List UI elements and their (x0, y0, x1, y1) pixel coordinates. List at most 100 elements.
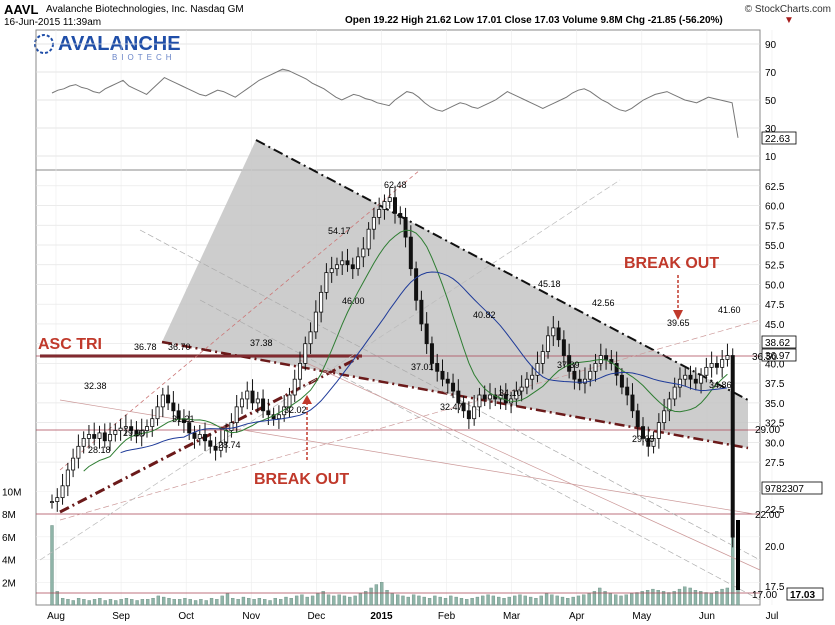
price-candle (308, 331, 313, 345)
break-out-annotation-1: BREAK OUT (254, 471, 349, 488)
price-point-label: 28.18 (88, 445, 111, 455)
price-candle (435, 363, 440, 372)
price-candle (187, 422, 192, 434)
volume-bar (486, 594, 490, 606)
volume-bar (332, 595, 336, 606)
price-candle (524, 378, 529, 388)
month-label: Nov (242, 611, 260, 622)
fan-line (299, 359, 761, 571)
volume-bar (677, 588, 682, 606)
volume-bar (427, 598, 432, 606)
price-candle (60, 485, 65, 499)
price-tick-label: 40.0 (765, 359, 785, 370)
volume-right-tick-label: 20.0 (765, 542, 785, 553)
volume-right-tick-label: 17.5 (765, 582, 785, 593)
volume-bar (257, 598, 262, 606)
price-candle (324, 272, 329, 293)
price-tick-label: 27.5 (765, 458, 785, 469)
price-candle (329, 268, 334, 274)
volume-bar (358, 593, 363, 606)
month-label: Sep (112, 611, 130, 622)
volume-bar (199, 599, 203, 606)
price-candle (218, 441, 223, 451)
price-candle (55, 497, 60, 502)
price-candle (730, 355, 735, 538)
volume-bar (470, 598, 474, 606)
break-out-arrow-head-2 (673, 310, 683, 320)
volume-bar (603, 591, 607, 606)
price-candle (261, 398, 266, 412)
price-candle (641, 426, 646, 439)
volume-bar (661, 591, 666, 606)
price-tick-label: 62.5 (765, 182, 785, 193)
volume-bar (130, 599, 134, 606)
price-candle (651, 438, 656, 447)
price-candle (102, 432, 107, 442)
level-29-label: 29.00 (755, 425, 780, 436)
rsi-last-label: 22.63 (765, 134, 790, 145)
price-candle (118, 427, 123, 431)
price-candle (292, 378, 297, 396)
price-tick-label: 52.5 (765, 261, 785, 272)
price-candle (319, 291, 324, 313)
price-candle (266, 410, 271, 416)
volume-bar (284, 596, 288, 606)
volume-bar (241, 596, 246, 606)
price-candle (414, 268, 419, 301)
volume-bar (576, 595, 581, 606)
volume-bar (87, 600, 91, 606)
volume-bar (396, 594, 400, 606)
volume-bar (491, 595, 496, 606)
month-label: Aug (47, 611, 65, 622)
volume-bar (614, 594, 618, 606)
volume-bar (433, 595, 437, 606)
price-tick-label: 50.0 (765, 280, 785, 291)
volume-bar (390, 593, 394, 606)
volume-bar (215, 599, 219, 606)
price-candle (672, 386, 677, 400)
volume-tick-label: 4M (2, 556, 16, 567)
price-candle (561, 339, 566, 356)
level-22-label: 22.00 (755, 510, 780, 521)
price-candle (334, 264, 339, 270)
price-candle (382, 201, 387, 210)
chart-date: 16-Jun-2015 11:39am (4, 17, 101, 28)
price-candle (456, 390, 461, 404)
volume-bar (683, 586, 687, 606)
price-candle (160, 394, 165, 408)
volume-bar (481, 595, 485, 606)
volume-bar (71, 600, 75, 606)
volume-bar (236, 599, 240, 606)
price-candle (86, 434, 91, 439)
price-candle (192, 432, 197, 439)
wedge-shape (162, 140, 748, 448)
month-label: Feb (438, 611, 456, 622)
volume-bar (635, 592, 639, 606)
rsi-axis: 90 70 50 30 10 (765, 40, 777, 163)
company-name: Avalanche Biotechnologies, Inc. Nasdaq G… (46, 4, 244, 15)
volume-bar (321, 591, 325, 606)
volume-bar (231, 598, 235, 606)
price-candle (97, 432, 102, 439)
volume-bar (183, 598, 187, 606)
price-candle (50, 501, 55, 503)
volume-bar (539, 595, 543, 606)
month-label: Apr (569, 611, 585, 622)
volume-bar (66, 599, 70, 606)
price-candle (646, 438, 651, 447)
volume-bar (709, 593, 714, 606)
month-label: 2015 (370, 611, 393, 622)
price-candle (693, 378, 698, 384)
volume-bar (146, 599, 150, 606)
volume-bar (624, 594, 628, 606)
month-label: Oct (178, 611, 194, 622)
volume-bar (619, 595, 623, 606)
price-last-box-1 (761, 335, 797, 349)
price-candle (81, 438, 86, 447)
price-tick-label: 32.5 (765, 419, 785, 430)
price-candle (519, 386, 524, 392)
volume-bar (507, 596, 511, 606)
volume-bar (209, 598, 214, 606)
volume-bar (555, 595, 559, 606)
price-candle (635, 410, 640, 427)
